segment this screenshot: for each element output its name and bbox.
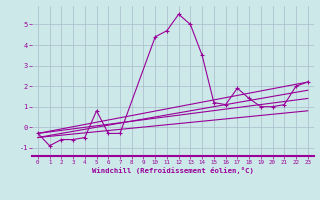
X-axis label: Windchill (Refroidissement éolien,°C): Windchill (Refroidissement éolien,°C) — [92, 167, 254, 174]
